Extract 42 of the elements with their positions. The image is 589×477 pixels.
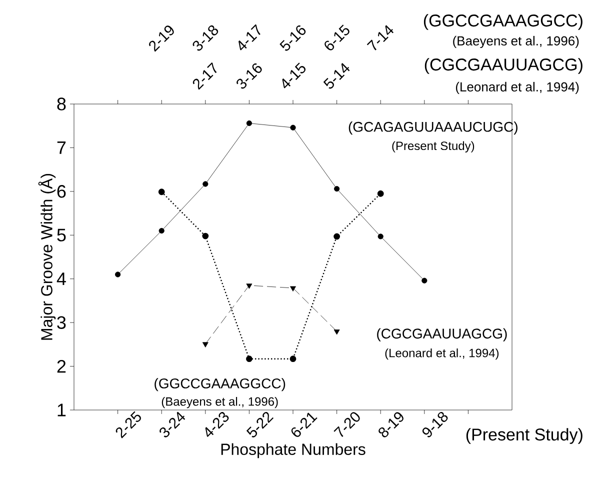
y-tick-label: 7: [57, 142, 66, 154]
series-label: (GGCCGAAAGGCC): [154, 378, 286, 392]
point: [202, 232, 209, 240]
point: [246, 120, 252, 126]
point: [115, 272, 121, 278]
point: [378, 234, 384, 240]
text: (GGCCGAAAGGCC): [424, 14, 582, 30]
text: (CGCGAAUUAGCG): [377, 328, 507, 342]
point: [377, 190, 384, 197]
point: [334, 186, 340, 192]
x-tick-label: 4-23: [205, 412, 229, 437]
point: [290, 124, 296, 130]
point: [202, 342, 208, 348]
x-axis-title: Phosphate Numbers: [221, 443, 366, 458]
point: [158, 188, 165, 196]
y-tick-label: 8: [57, 98, 66, 110]
y-tick-label: 6: [57, 185, 66, 198]
x-tick-label: 6-21: [291, 412, 318, 437]
x-tick-label: 7-20: [334, 412, 360, 437]
annotation: (Leonard et al., 1994): [385, 348, 499, 360]
text: (Baeyens et al., 1996): [453, 36, 579, 48]
annotation: (Baeyens et al., 1996): [162, 396, 278, 408]
point: [290, 356, 296, 362]
point: [246, 356, 252, 362]
text: (Leonard et al., 1994): [456, 82, 579, 94]
text: (CGCGAAUUAGCG): [424, 58, 582, 74]
point: [290, 286, 296, 292]
y-axis-title: Major Groove Width (Å): [38, 174, 56, 340]
text: (GCAGAGUUAAAUCUGC): [348, 122, 518, 135]
text: (Present Study): [466, 428, 582, 444]
point: [158, 228, 164, 234]
y-tick-label: 5: [57, 228, 66, 242]
point: [334, 233, 340, 240]
point: [246, 284, 252, 289]
point: [334, 330, 340, 335]
y-tick-label: 1: [58, 404, 66, 416]
point: [422, 278, 428, 284]
y-tick-label: 2: [57, 360, 66, 373]
annotation: (Present Study): [392, 141, 474, 152]
y-tick-label: 3: [57, 316, 66, 329]
y-tick-label: 4: [56, 272, 66, 286]
point: [202, 181, 208, 187]
